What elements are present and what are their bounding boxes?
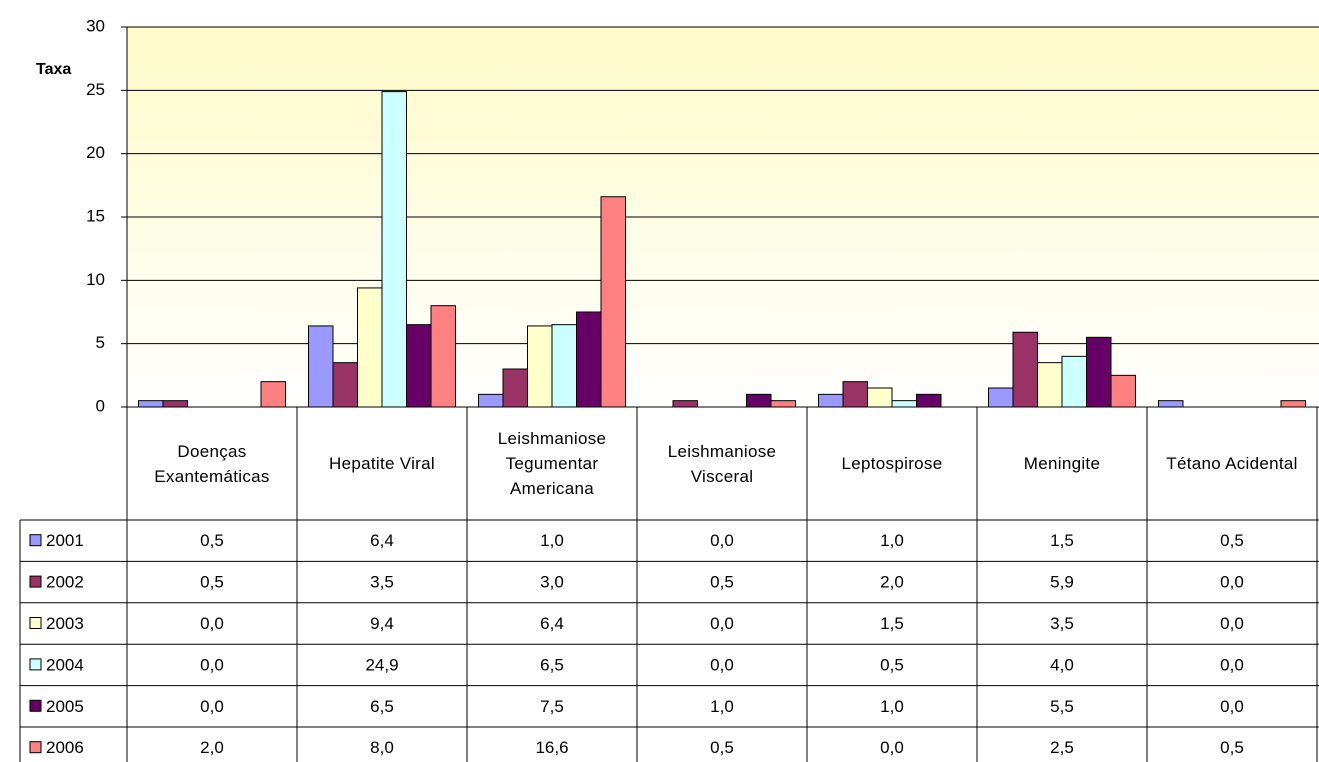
legend-key: [29, 575, 42, 588]
legend-key: [29, 534, 42, 547]
table-cell: 16,6: [535, 738, 568, 757]
table-cell: 6,4: [540, 614, 564, 633]
table-cell: 0,0: [1220, 614, 1244, 633]
category-label: Meningite: [1023, 454, 1101, 473]
bar: [842, 381, 868, 408]
table-cell: 6,4: [370, 531, 394, 550]
bar: [430, 305, 456, 408]
legend-label: 2002: [46, 573, 84, 592]
y-tick-label: 5: [96, 333, 105, 352]
bar: [527, 325, 553, 408]
bar: [576, 311, 602, 408]
table-cell: 0,0: [1220, 697, 1244, 716]
table-cell: 6,5: [370, 697, 394, 716]
table-cell: 0,5: [200, 573, 224, 592]
table-cell: 2,5: [1050, 738, 1074, 757]
table-cell: 1,0: [880, 697, 904, 716]
table-cell: 0,0: [880, 738, 904, 757]
legend-label: 2005: [46, 697, 84, 716]
table-cell: 1,5: [1050, 531, 1074, 550]
bar: [551, 324, 577, 408]
table-cell: 7,5: [540, 697, 564, 716]
legend-key: [29, 617, 42, 629]
bar: [746, 393, 772, 408]
table-cell: 24,9: [365, 655, 398, 674]
bar: [332, 362, 358, 408]
table-cell: 0,5: [710, 573, 734, 592]
category-label: Tétano Acidental: [1166, 454, 1298, 473]
table-cell: 6,5: [540, 655, 564, 674]
legend-key: [29, 699, 42, 712]
y-axis-label: Taxa: [36, 61, 71, 78]
bar: [988, 387, 1014, 408]
table-cell: 2,0: [200, 738, 224, 757]
table-cell: 0,5: [710, 738, 734, 757]
y-tick-label: 10: [86, 270, 105, 289]
bar: [502, 368, 528, 408]
bar: [478, 393, 504, 408]
bar: [1110, 374, 1136, 408]
table-cell: 0,0: [710, 655, 734, 674]
table-cell: 3,5: [1050, 614, 1074, 633]
category-label: Leishmaniose Visceral: [667, 441, 777, 486]
table-cell: 1,0: [710, 697, 734, 716]
y-tick-label: 15: [86, 206, 105, 225]
legend-label: 2001: [46, 531, 84, 550]
table-cell: 0,0: [200, 655, 224, 674]
table-cell: 0,0: [710, 614, 734, 633]
bar: [818, 393, 844, 408]
table-cell: 3,0: [540, 573, 564, 592]
bar: [260, 381, 286, 408]
table-cell: 0,5: [1220, 738, 1244, 757]
table-cell: 0,0: [1220, 655, 1244, 674]
y-tick-label: 0: [96, 396, 105, 415]
table-cell: 1,0: [540, 531, 564, 550]
table-cell: 1,5: [880, 614, 904, 633]
table-cell: 3,5: [370, 573, 394, 592]
category-label: Hepatite Viral: [329, 454, 435, 473]
legend-label: 2004: [46, 655, 84, 674]
y-tick-label: 20: [86, 143, 105, 162]
bar: [357, 287, 383, 408]
y-tick-label: 25: [86, 80, 105, 99]
table-cell: 2,0: [880, 573, 904, 592]
table-cell: 0,5: [880, 655, 904, 674]
table-cell: 0,5: [200, 531, 224, 550]
table-cell: 4,0: [1050, 655, 1074, 674]
table-cell: 1,0: [880, 531, 904, 550]
legend-label: 2006: [46, 738, 84, 757]
bar: [1037, 362, 1063, 408]
category-label: Leishmaniose Tegumentar Americana: [497, 429, 607, 498]
y-tick-label: 30: [86, 16, 105, 35]
legend-key: [29, 741, 42, 754]
bar: [1061, 355, 1087, 408]
bar: [381, 91, 407, 408]
bar: [308, 325, 334, 408]
table-cell: 0,0: [1220, 573, 1244, 592]
bar: [406, 324, 432, 408]
table-cell: 9,4: [370, 614, 394, 633]
legend-label: 2003: [46, 614, 84, 633]
table-cell: 0,5: [1220, 531, 1244, 550]
table-cell: 0,0: [200, 614, 224, 633]
table-cell: 8,0: [370, 738, 394, 757]
table-cell: 5,5: [1050, 697, 1074, 716]
category-label: Doenças Exantemáticas: [154, 441, 270, 486]
table-cell: 0,0: [200, 697, 224, 716]
legend-key: [29, 658, 42, 671]
table-cell: 5,9: [1050, 573, 1074, 592]
category-label: Leptospirose: [841, 454, 943, 473]
bar: [916, 393, 942, 408]
bar: [600, 196, 626, 408]
table-cell: 0,0: [710, 531, 734, 550]
bar: [1086, 336, 1112, 408]
bar: [867, 387, 893, 408]
bar: [1012, 331, 1038, 408]
